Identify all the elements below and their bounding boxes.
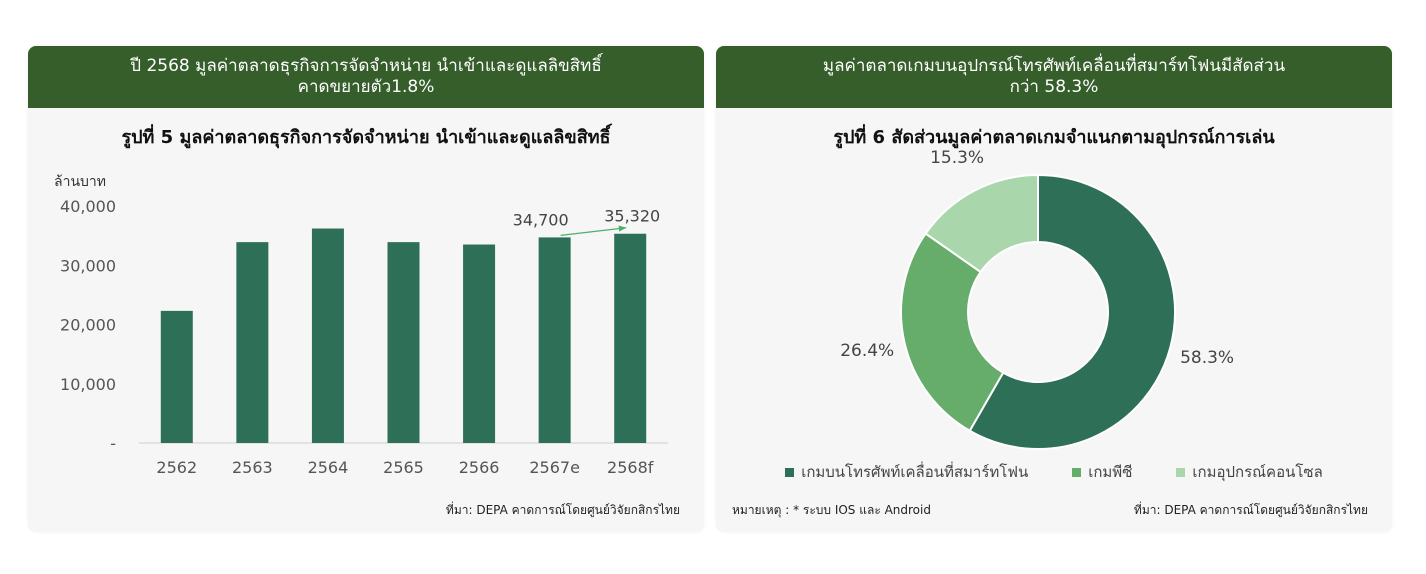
bar [160,310,193,443]
footnote: หมายเหตุ : * ระบบ IOS และ Android [732,503,931,517]
chart-title: รูปที่ 6 สัดส่วนมูลค่าตลาดเกมจำแนกตามอุป… [833,127,1275,148]
legend-label: เกมบนโทรศัพท์เคลื่อนที่สมาร์ทโฟน [801,463,1029,481]
header-line-2: คาดขยายตัว1.8% [297,77,435,97]
source-text: ที่มา: DEPA คาดการณ์โดยศูนย์วิจัยกสิกรไท… [445,503,680,517]
x-tick-label: 2565 [383,458,424,477]
legend-swatch [785,467,795,477]
y-tick-label: 30,000 [60,256,116,275]
x-tick-label: 2562 [156,458,197,477]
x-tick-label: 2564 [308,458,349,477]
legend-item: เกมพีซี [1072,460,1132,484]
trend-arrow-head [618,225,627,232]
legend-label: เกมพีซี [1088,463,1133,481]
bar [387,242,420,443]
bar [614,233,647,443]
data-label: 34,700 [513,210,569,229]
header-line-1: ปี 2568 มูลค่าตลาดธุรกิจการจัดจำหน่าย นำ… [130,56,602,76]
bar [236,242,269,443]
legend-item: เกมบนโทรศัพท์เคลื่อนที่สมาร์ทโฟน [785,460,1028,484]
pie-slice [924,173,1039,274]
chart-legend: เกมบนโทรศัพท์เคลื่อนที่สมาร์ทโฟน เกมพีซี เ… [716,460,1392,484]
y-tick-label: 20,000 [60,316,116,335]
panel-header: ปี 2568 มูลค่าตลาดธุรกิจการจัดจำหน่าย นำ… [28,46,704,108]
chart-title: รูปที่ 5 มูลค่าตลาดธุรกิจการจัดจำหน่าย น… [121,127,611,148]
bar [463,244,496,443]
x-tick-label: 2567e [529,458,580,477]
legend-swatch [1176,467,1186,477]
bar [311,228,344,443]
trend-arrow-line [560,227,627,236]
y-tick-label: - [110,434,116,453]
slice-value-label: 58.3% [1180,348,1234,368]
source-text: ที่มา: DEPA คาดการณ์โดยศูนย์วิจัยกสิกรไท… [1133,503,1368,517]
pie-slice [968,173,1176,450]
y-tick-label: 40,000 [60,197,116,216]
y-axis-label: ล้านบาท [54,174,106,190]
donut-chart-panel: มูลค่าตลาดเกมบนอุปกรณ์โทรศัพท์เคลื่อนที่… [716,46,1392,532]
x-tick-label: 2566 [459,458,500,477]
legend-label: เกมอุปกรณ์คอนโซล [1192,463,1323,481]
chart-card [28,108,704,532]
legend-item: เกมอุปกรณ์คอนโซล [1176,460,1323,484]
y-tick-label: 10,000 [60,375,116,394]
slice-value-label: 26.4% [840,341,894,361]
slice-value-label: 15.3% [930,148,984,168]
x-tick-label: 2568f [607,458,654,477]
data-label: 35,320 [604,207,660,226]
header-line-1: มูลค่าตลาดเกมบนอุปกรณ์โทรศัพท์เคลื่อนที่… [822,56,1286,76]
x-tick-label: 2563 [232,458,273,477]
legend-swatch [1072,467,1082,477]
donut-chart: 58.3% 26.4% 15.3% [840,148,1234,450]
bar-chart-panel: ปี 2568 มูลค่าตลาดธุรกิจการจัดจำหน่าย นำ… [28,46,704,532]
pie-slice [900,232,1005,433]
bar-chart: ล้านบาท - 10,000 20,000 30,000 40,000 2562 25… [54,174,668,477]
header-line-2: กว่า 58.3% [1009,77,1099,97]
panel-header: มูลค่าตลาดเกมบนอุปกรณ์โทรศัพท์เคลื่อนที่… [716,46,1392,108]
bar [538,237,571,443]
